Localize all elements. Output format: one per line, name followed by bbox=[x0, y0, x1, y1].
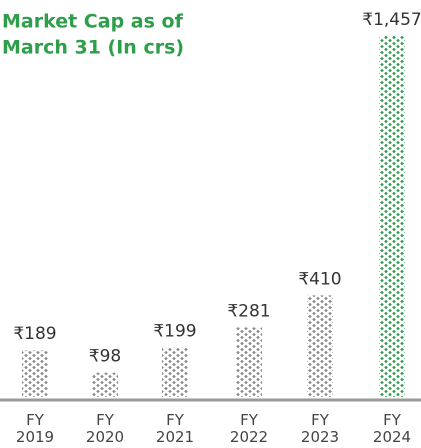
value-label: ₹410 bbox=[298, 269, 341, 289]
x-tick-label: FY 2024 bbox=[373, 411, 411, 446]
x-tick-label: FY 2023 bbox=[301, 411, 339, 446]
bar bbox=[162, 347, 188, 397]
value-label: ₹281 bbox=[227, 301, 270, 321]
bar bbox=[22, 350, 48, 397]
value-label: ₹98 bbox=[89, 347, 121, 367]
x-tick-label: FY 2021 bbox=[156, 411, 194, 446]
chart-title: March 31 (In crs) bbox=[2, 37, 184, 59]
value-label: ₹1,457 bbox=[362, 10, 421, 30]
x-tick-label: FY 2020 bbox=[86, 411, 124, 446]
value-label: ₹199 bbox=[153, 322, 196, 342]
chart-title: Market Cap as of bbox=[2, 11, 184, 33]
bar bbox=[92, 372, 118, 397]
x-tick-label: FY 2019 bbox=[16, 411, 54, 446]
bar bbox=[307, 295, 333, 397]
value-label: ₹189 bbox=[13, 324, 56, 344]
bar bbox=[236, 327, 262, 397]
x-tick-label: FY 2022 bbox=[230, 411, 268, 446]
bar bbox=[379, 36, 405, 397]
